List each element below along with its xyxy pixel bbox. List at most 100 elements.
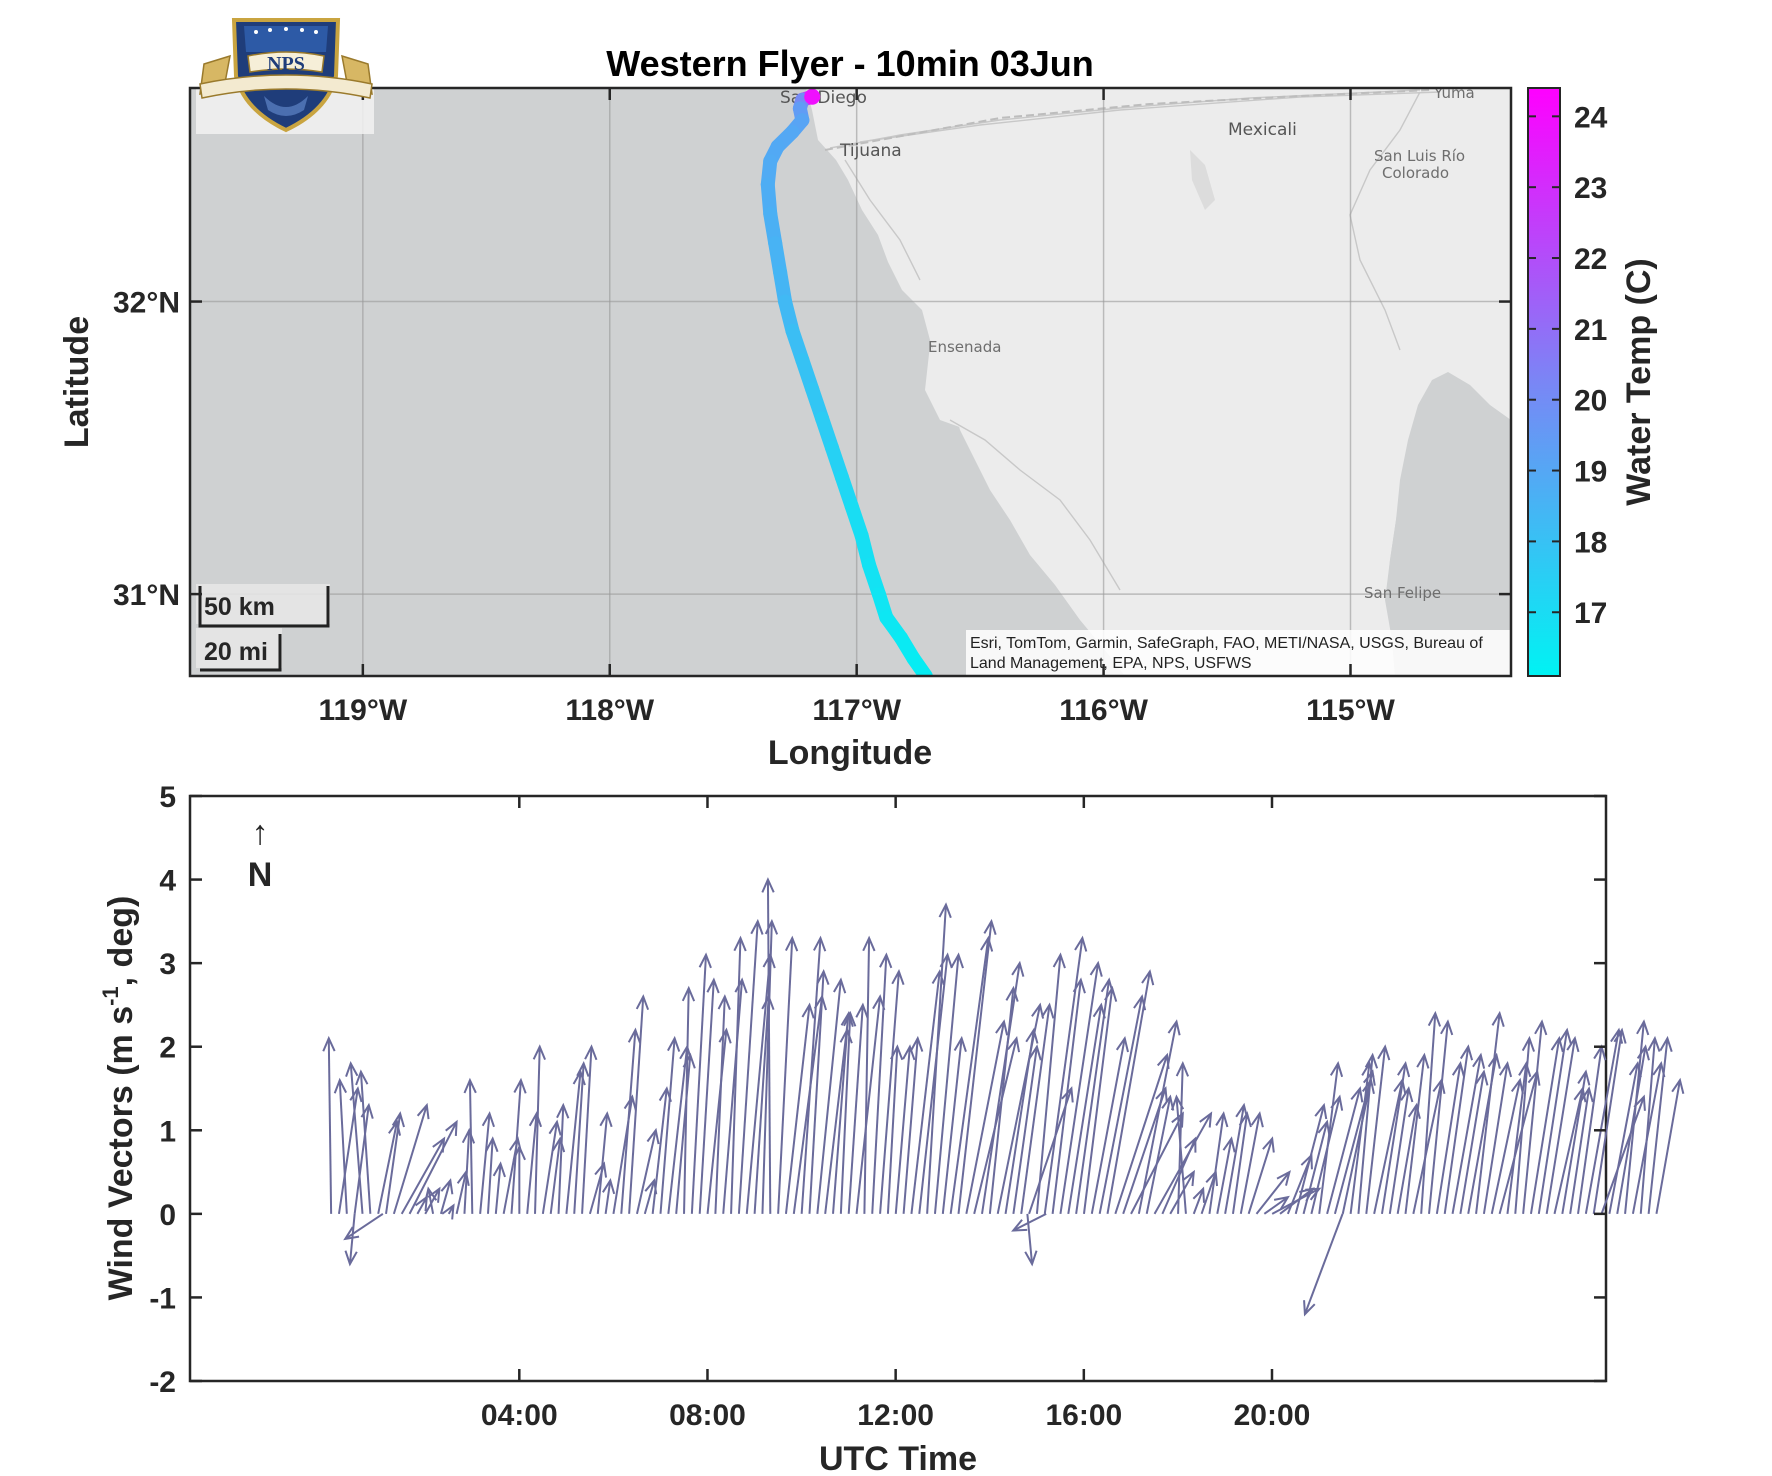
wind-vector (1365, 1044, 1391, 1214)
wind-vector (698, 977, 720, 1214)
track-point-start (804, 88, 821, 105)
wind-xtick-label: 16:00 (1045, 1399, 1122, 1432)
place-ensenada: Ensenada (928, 338, 1001, 356)
wind-vector (659, 1035, 681, 1214)
map-grid (190, 88, 1511, 676)
place-san-diego: San Diego (780, 88, 867, 108)
wind-vector (824, 1010, 854, 1214)
wind-vector (345, 1060, 364, 1214)
wind-ylabel-sup: -1 (98, 986, 123, 1006)
wind-vector (777, 935, 799, 1214)
wind-vector (1443, 1044, 1474, 1214)
colorbar-tick-label: 17 (1574, 597, 1607, 630)
wind-vector (620, 1027, 642, 1214)
nps-logo: NPS (199, 18, 373, 133)
wind-vector (573, 1060, 590, 1214)
wind-vector (1459, 1069, 1489, 1215)
wind-ytick-label: 5 (159, 781, 176, 814)
wind-ytick-label: -1 (149, 1282, 176, 1315)
wind-vector (949, 935, 994, 1214)
map-xtick-label: 116°W (1059, 694, 1148, 727)
wind-vector (1208, 1111, 1229, 1214)
wind-vector (479, 1111, 495, 1214)
wind-vector (492, 1161, 506, 1214)
wind-vector (933, 952, 964, 1214)
wind-vector (1239, 1111, 1264, 1215)
basemap: San Diego Tijuana Mexicali Yuma San Luis… (190, 88, 1511, 676)
wind-vector (512, 1144, 526, 1214)
wind-vector (439, 1178, 454, 1215)
wind-xtick-label: 04:00 (481, 1399, 558, 1432)
colorbar-tick-label: 18 (1574, 526, 1607, 559)
wind-vector (847, 1002, 869, 1214)
wind-vector (1428, 1019, 1454, 1214)
wind-xtick-label: 08:00 (669, 1399, 746, 1432)
wind-vector (761, 877, 775, 1214)
wind-vector (886, 1044, 904, 1214)
land-baja-coast-detail (925, 345, 968, 430)
wind-tick-labels: 04:00 08:00 12:00 16:00 20:00 5 4 3 2 1 0 -1 -2 (149, 781, 1310, 1432)
wind-vector (385, 1111, 405, 1214)
wind-vector (808, 969, 830, 1214)
colorbar-tick-label: 19 (1574, 456, 1607, 489)
wind-vector (461, 1127, 476, 1214)
wind-vector (1569, 1086, 1594, 1215)
wind-axis-ticks (190, 794, 1606, 1383)
wind-vector (635, 1127, 660, 1215)
wind-vector (1514, 1035, 1536, 1214)
colorbar-tick-label: 20 (1574, 385, 1607, 418)
wind-vector (1545, 1035, 1580, 1215)
wind-vector (1059, 960, 1103, 1215)
colorbar: 17 18 19 20 21 22 23 24 Water Temp (C) (1527, 87, 1658, 677)
wind-vector-outlier (1303, 1213, 1344, 1317)
wind-vector (1522, 1019, 1548, 1214)
map-title: Western Flyer - 10min 03Jun (606, 43, 1094, 84)
wind-vector (1404, 1052, 1430, 1214)
wind-vector (1490, 1077, 1524, 1215)
wind-vectors (322, 877, 1685, 1317)
wind-vector (424, 1186, 438, 1215)
wind-vector (541, 1119, 562, 1215)
wind-vector (1475, 1010, 1505, 1214)
wind-vector (1537, 1027, 1572, 1215)
wind-vector (1482, 1061, 1513, 1215)
north-arrow-icon: ↑ (252, 814, 269, 852)
wind-ytick-label: 2 (159, 1032, 176, 1065)
wind-vector (581, 1044, 598, 1214)
wind-vector (526, 1111, 543, 1214)
wind-ytick-label: 4 (159, 865, 176, 898)
scale-km-label: 50 km (204, 593, 275, 621)
map-tick-labels: 119°W 118°W 117°W 116°W 115°W 32°N 31°N (113, 287, 1396, 727)
us-mexico-border (824, 89, 1431, 151)
wind-vector (941, 1035, 967, 1214)
wind-vector (355, 1069, 372, 1214)
wind-vector (926, 902, 952, 1214)
wind-vector (1451, 1052, 1486, 1215)
colorbar-gradient (1527, 87, 1561, 677)
map-ylabel: Latitude (58, 316, 96, 448)
map-attribution: Esri, TomTom, Garmin, SafeGraph, FAO, ME… (966, 630, 1511, 676)
ship-track (760, 88, 933, 676)
wind-vector (556, 1102, 570, 1214)
logo-text: NPS (267, 53, 305, 75)
wind-vector (333, 1077, 348, 1214)
wind-vector (1106, 969, 1155, 1215)
wind-vector (839, 1010, 857, 1214)
wind-vector (730, 935, 747, 1214)
wind-vector (1647, 1035, 1673, 1214)
wind-vector (910, 969, 945, 1214)
colorbar-ticks: 17 18 19 20 21 22 23 24 (1528, 101, 1608, 630)
scale-mi-label: 20 mi (204, 638, 268, 666)
north-label: N (248, 856, 273, 894)
wind-vector (441, 1203, 455, 1220)
map-frame (188, 86, 1513, 678)
wind-vector (988, 985, 1019, 1214)
wind-vector (1624, 1019, 1650, 1214)
wind-ytick-label: 1 (159, 1115, 176, 1148)
wind-vector (784, 1002, 815, 1214)
wind-vector (894, 1044, 916, 1214)
wind-vector (1051, 977, 1086, 1214)
wind-vector (1294, 1102, 1328, 1215)
wind-ytick-label: 0 (159, 1199, 176, 1232)
